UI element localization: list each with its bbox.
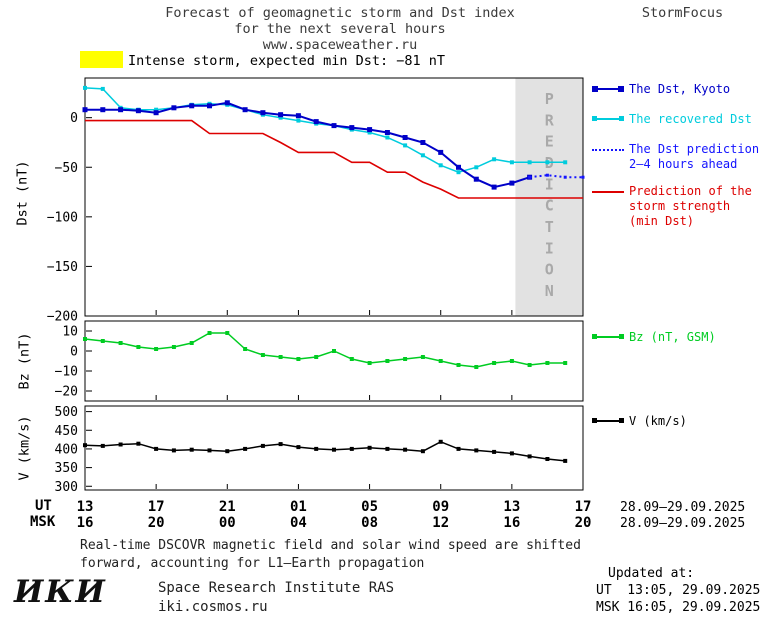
svg-text:I: I	[545, 175, 554, 193]
legend-dst-kyoto-label: The Dst, Kyoto	[629, 82, 731, 96]
institute-site: iki.cosmos.ru	[158, 599, 268, 615]
legend-bz: Bz (nT, GSM)	[592, 330, 716, 345]
svg-text:09: 09	[432, 499, 449, 515]
legend-storm-strength-line3: (min Dst)	[629, 214, 695, 228]
v-chart: 500 450 400 350 300	[55, 405, 584, 495]
svg-text:−100: −100	[47, 210, 78, 225]
page-title: Forecast of geomagnetic storm and Dst in…	[60, 5, 620, 53]
iki-logo: ИКИ	[14, 574, 107, 610]
storm-strength-marker-icon	[592, 191, 624, 193]
legend-v-label: V (km/s)	[629, 414, 687, 428]
brand-stormfocus: StormFocus	[641, 5, 724, 21]
svg-text:500: 500	[55, 405, 78, 420]
svg-text:21: 21	[219, 499, 236, 515]
svg-text:20: 20	[575, 515, 592, 531]
legend-dst-kyoto: The Dst, Kyoto	[592, 82, 730, 97]
legend-recovered-dst-label: The recovered Dst	[629, 112, 752, 126]
svg-text:16: 16	[503, 515, 520, 531]
svg-text:E: E	[545, 133, 554, 151]
footnote-line-1: Real-time DSCOVR magnetic field and sola…	[80, 538, 581, 553]
svg-text:−200: −200	[47, 310, 78, 325]
svg-text:13: 13	[77, 499, 94, 515]
legend-storm-strength-line1: Prediction of the	[629, 184, 752, 198]
svg-text:16: 16	[77, 515, 94, 531]
svg-text:08: 08	[361, 515, 378, 531]
svg-text:−20: −20	[55, 385, 78, 400]
legend-recovered-dst: The recovered Dst	[592, 112, 752, 127]
svg-text:01: 01	[290, 499, 307, 515]
legend-dst-prediction-line1: The Dst prediction	[629, 142, 760, 156]
svg-text:0: 0	[70, 111, 78, 126]
legend-dst-prediction-line2: 2–4 hours ahead	[629, 157, 738, 171]
legend-storm-strength: Prediction of the storm strength (min Ds…	[592, 184, 752, 229]
svg-text:17: 17	[575, 499, 592, 515]
svg-text:T: T	[545, 218, 554, 236]
msk-date-range: 28.09–29.09.2025	[620, 516, 746, 531]
legend-bz-label: Bz (nT, GSM)	[629, 330, 716, 344]
legend-dst-prediction: The Dst prediction 2–4 hours ahead	[592, 142, 759, 172]
svg-text:−150: −150	[47, 260, 78, 275]
svg-text:C: C	[545, 197, 554, 215]
footnote-line-2: forward, accounting for L1–Earth propaga…	[80, 556, 425, 571]
dst-prediction-marker-icon	[592, 149, 624, 151]
title-url: www.spaceweather.ru	[262, 37, 418, 53]
bz-chart: 10 0 −10 −20	[55, 320, 584, 402]
ut-axis-label: UT	[35, 498, 52, 514]
ut-date-range: 28.09–29.09.2025	[620, 500, 746, 515]
svg-text:04: 04	[290, 515, 307, 531]
svg-text:400: 400	[55, 442, 78, 457]
svg-text:−50: −50	[55, 161, 78, 176]
svg-text:P: P	[545, 90, 554, 108]
svg-text:I: I	[545, 239, 554, 257]
svg-text:13: 13	[503, 499, 520, 515]
updated-msk: MSK 16:05, 29.09.2025	[596, 600, 760, 615]
svg-text:05: 05	[361, 499, 378, 515]
dst-axis-label: Dst (nT)	[14, 160, 31, 226]
legend-v: V (km/s)	[592, 414, 687, 429]
svg-text:0: 0	[70, 345, 78, 360]
updated-ut: UT 13:05, 29.09.2025	[596, 583, 760, 598]
recovered-dst-marker-icon	[592, 116, 624, 121]
dst-kyoto-marker-icon	[592, 86, 624, 92]
svg-text:450: 450	[55, 424, 78, 439]
dst-chart: PREDICTION0−50−100−150−200	[47, 77, 585, 325]
svg-text:00: 00	[219, 515, 236, 531]
bz-axis-label: Bz (nT)	[16, 332, 33, 390]
svg-text:N: N	[545, 282, 554, 300]
svg-text:10: 10	[62, 325, 78, 340]
title-line-1: Forecast of geomagnetic storm and Dst in…	[165, 5, 515, 21]
svg-text:17: 17	[148, 499, 165, 515]
updated-label: Updated at:	[608, 566, 695, 581]
svg-text:300: 300	[55, 480, 78, 495]
svg-text:O: O	[545, 261, 554, 279]
storm-alert-text: Intense storm, expected min Dst: −81 nT	[128, 53, 445, 69]
bz-marker-icon	[592, 334, 624, 339]
storm-level-swatch	[80, 51, 123, 68]
legend-storm-strength-line2: storm strength	[629, 199, 731, 213]
v-axis-label: V (km/s)	[16, 415, 33, 481]
institute-name: Space Research Institute RAS	[158, 580, 395, 596]
title-line-2: for the next several hours	[234, 21, 446, 37]
svg-text:−10: −10	[55, 365, 78, 380]
v-marker-icon	[592, 418, 624, 423]
svg-text:20: 20	[148, 515, 165, 531]
svg-text:350: 350	[55, 461, 78, 476]
msk-axis-label: MSK	[30, 514, 56, 530]
svg-text:R: R	[545, 111, 555, 129]
svg-text:12: 12	[432, 515, 449, 531]
